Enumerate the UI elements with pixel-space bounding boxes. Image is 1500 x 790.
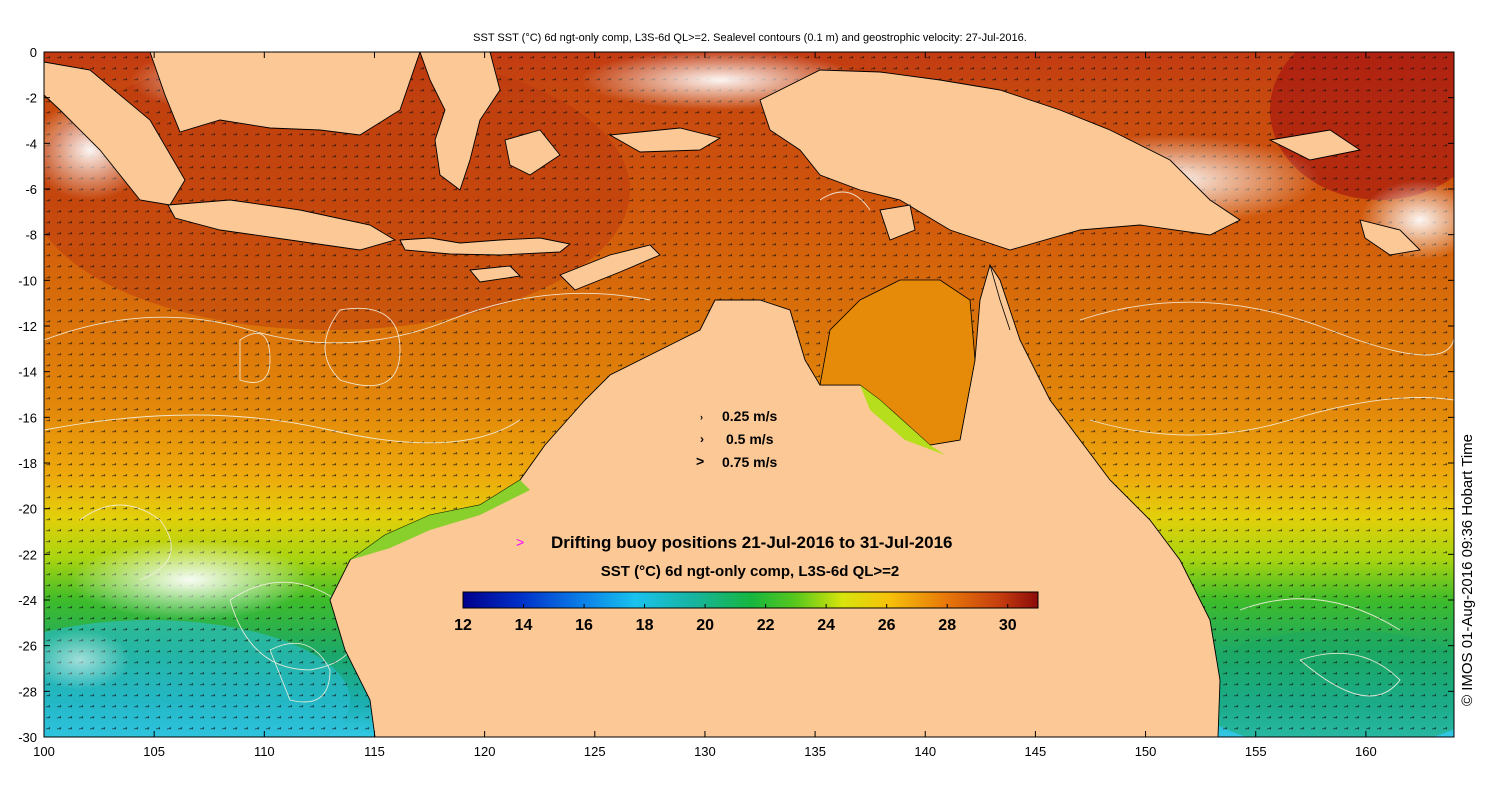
land-timor xyxy=(559,244,661,291)
colorbar-tick-label-28: 28 xyxy=(938,617,956,634)
colorbar-tick-label-18: 18 xyxy=(636,617,654,634)
x-tick-label-130: 130 xyxy=(694,744,716,759)
colorbar-label: SST (°C) 6d ngt-only comp, L3S-6d QL>=2 xyxy=(601,563,900,580)
x-tick-label-105: 105 xyxy=(143,744,165,759)
colorbar-ticks: 12 14 16 18 20 22 24 26 28 30 xyxy=(454,604,1017,634)
y-tick-label--20: -20 xyxy=(18,502,37,517)
velocity-legend-label-1: 0.25 m/s xyxy=(722,408,777,424)
land-new-britain xyxy=(1268,129,1362,161)
x-tick-label-120: 120 xyxy=(474,744,496,759)
colorbar-tick-label-24: 24 xyxy=(817,617,835,634)
coastal-cool-west xyxy=(350,480,530,560)
colorbar-tick-label-20: 20 xyxy=(696,617,714,634)
x-axis-ticks: 100 105 110 115 120 125 130 135 140 145 150 155 160 xyxy=(33,52,1377,759)
land-australia xyxy=(329,263,1221,737)
y-tick-label--4: -4 xyxy=(25,136,37,151)
y-tick-label--26: -26 xyxy=(18,639,37,654)
x-tick-label-100: 100 xyxy=(33,744,55,759)
land-masses xyxy=(44,52,1421,737)
gulf-of-carpentaria xyxy=(819,279,976,446)
colorbar-tick-label-30: 30 xyxy=(999,617,1017,634)
x-tick-label-115: 115 xyxy=(364,744,385,759)
y-tick-label--18: -18 xyxy=(18,456,37,471)
y-tick-label--28: -28 xyxy=(18,684,37,699)
x-tick-label-110: 110 xyxy=(254,744,275,759)
x-tick-label-140: 140 xyxy=(914,744,936,759)
colorbar-tick-label-26: 26 xyxy=(878,617,896,634)
colorbar-tick-label-22: 22 xyxy=(757,617,775,634)
map-panel xyxy=(44,52,1454,737)
buoy-legend-symbol: > xyxy=(516,534,524,550)
y-tick-label--2: -2 xyxy=(25,91,37,106)
land-java xyxy=(167,199,397,251)
colorbar-tick-label-14: 14 xyxy=(515,617,533,634)
colorbar-tick-label-12: 12 xyxy=(454,617,472,634)
buoy-legend-label: Drifting buoy positions 21-Jul-2016 to 3… xyxy=(551,533,952,552)
x-tick-label-125: 125 xyxy=(584,744,606,759)
velocity-legend: › 0.25 m/s › 0.5 m/s > 0.75 m/s xyxy=(696,408,777,470)
y-tick-label--8: -8 xyxy=(25,228,37,243)
y-tick-label-0: 0 xyxy=(30,45,37,60)
land-sumatra xyxy=(44,61,186,206)
coral-sea-coast xyxy=(989,264,1011,331)
land-borneo xyxy=(149,52,421,136)
y-tick-label--16: -16 xyxy=(18,410,37,425)
colorbar: SST (°C) 6d ngt-only comp, L3S-6d QL>=2 … xyxy=(454,563,1039,634)
y-tick-label--10: -10 xyxy=(18,273,37,288)
y-tick-label--14: -14 xyxy=(18,365,37,380)
y-tick-label--30: -30 xyxy=(18,730,37,745)
map-frame xyxy=(43,51,1455,738)
land-sumba xyxy=(469,265,521,283)
velocity-legend-label-2: 0.5 m/s xyxy=(726,431,774,447)
x-tick-label-135: 135 xyxy=(804,744,826,759)
velocity-legend-arrow-3: > xyxy=(696,453,704,469)
x-tick-label-155: 155 xyxy=(1245,744,1267,759)
y-axis-ticks: 0 -2 -4 -6 -8 -10 -12 -14 -16 -18 -20 -22 -24 -26 -28 -… xyxy=(18,45,1454,745)
y-tick-label--12: -12 xyxy=(18,319,37,334)
land-aru xyxy=(879,204,916,241)
y-tick-label--24: -24 xyxy=(18,593,37,608)
colorbar-tick-label-16: 16 xyxy=(575,617,593,634)
buoy-legend: > Drifting buoy positions 21-Jul-2016 to… xyxy=(516,533,952,552)
land-sulawesi xyxy=(419,52,561,191)
x-tick-label-145: 145 xyxy=(1025,744,1047,759)
land-maluku xyxy=(608,127,722,153)
land-new-guinea xyxy=(759,69,1241,251)
velocity-legend-arrow-1: › xyxy=(700,412,703,422)
x-tick-label-160: 160 xyxy=(1355,744,1377,759)
figure-title: SST SST (°C) 6d ngt-only comp, L3S-6d QL… xyxy=(473,32,1027,44)
y-tick-label--22: -22 xyxy=(18,547,37,562)
velocity-legend-label-3: 0.75 m/s xyxy=(722,454,777,470)
sealevel-contours xyxy=(44,191,1454,703)
velocity-legend-arrow-2: › xyxy=(700,432,704,446)
credit-text: © IMOS 01-Aug-2016 09:36 Hobart Time xyxy=(1459,434,1476,706)
land-lesser-sunda xyxy=(399,237,572,256)
x-tick-label-150: 150 xyxy=(1135,744,1157,759)
y-tick-label--6: -6 xyxy=(25,182,37,197)
land-solomons xyxy=(1359,219,1421,256)
colorbar-gradient xyxy=(462,591,1039,609)
coastal-cool-gulf xyxy=(860,385,945,455)
